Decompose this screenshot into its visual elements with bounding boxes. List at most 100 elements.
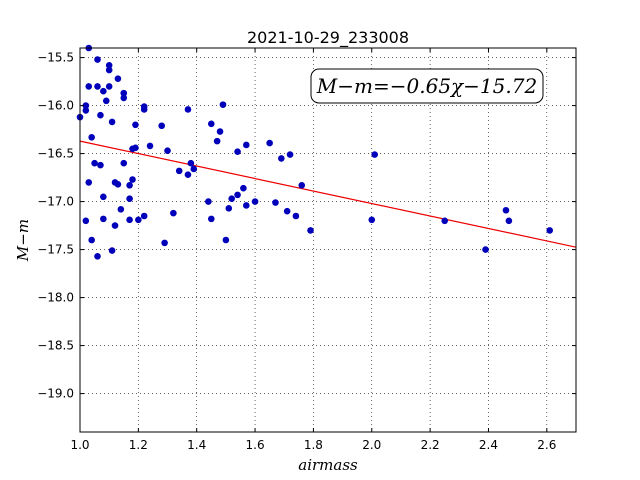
x-tick-label: 1.2: [129, 438, 148, 452]
data-point: [243, 141, 250, 149]
data-point: [234, 148, 241, 155]
x-tick-label: 2.2: [421, 438, 440, 452]
x-tick-label: 1.0: [70, 438, 89, 452]
data-point: [132, 144, 139, 152]
data-point: [100, 193, 107, 201]
data-point: [132, 121, 139, 129]
data-point: [94, 83, 101, 90]
data-point: [82, 217, 90, 225]
data-point: [187, 159, 195, 167]
data-point: [505, 217, 513, 225]
data-point: [140, 106, 148, 113]
data-point: [97, 161, 104, 169]
y-tick-label: −18.5: [37, 339, 74, 353]
data-point: [482, 246, 489, 253]
data-point: [441, 217, 449, 225]
fit-line: [79, 140, 577, 248]
data-point: [105, 66, 113, 74]
x-tick-label: 2.6: [537, 438, 556, 452]
data-point: [371, 151, 378, 158]
data-point: [94, 253, 101, 260]
data-point: [234, 191, 241, 199]
data-point: [161, 239, 168, 247]
data-point: [82, 107, 90, 114]
y-tick-label: −17.5: [37, 243, 74, 257]
data-point: [184, 106, 192, 113]
data-point: [82, 102, 90, 109]
data-point: [278, 155, 285, 162]
data-point: [85, 179, 93, 186]
data-point: [97, 111, 104, 119]
x-tick-label: 2.4: [479, 438, 498, 452]
data-point: [105, 83, 113, 90]
y-tick-label: −18.0: [37, 291, 74, 305]
y-axis-label: M−m: [14, 219, 32, 262]
data-point: [105, 61, 113, 69]
data-point: [126, 181, 133, 189]
data-point: [164, 147, 171, 155]
plot-frame: [79, 47, 577, 433]
data-point: [120, 159, 128, 167]
data-point: [368, 216, 376, 224]
data-point: [170, 209, 177, 217]
x-tick-label: 1.6: [246, 438, 265, 452]
data-point: [117, 205, 125, 213]
data-point: [129, 176, 136, 183]
grid-lines: [79, 48, 576, 432]
y-tick-labels: −15.5 −16.0 −16.5 −17.0 −17.5 −18.0 −18.5 −19.0: [37, 51, 74, 401]
data-point: [207, 215, 215, 223]
x-tick-label: 1.8: [304, 438, 323, 452]
x-tick-label: 1.4: [187, 438, 206, 452]
data-point: [205, 198, 212, 205]
y-tick-label: −16.5: [37, 147, 74, 161]
data-point: [140, 212, 148, 220]
fit-line-layer: [79, 140, 577, 248]
data-point: [228, 195, 236, 203]
plot-area: [80, 48, 576, 432]
data-point: [108, 118, 116, 126]
y-tick-label: −16.0: [37, 99, 74, 113]
data-point: [108, 247, 116, 254]
data-point: [307, 227, 314, 234]
data-point: [546, 227, 554, 234]
data-point: [146, 142, 154, 150]
data-point: [240, 184, 247, 192]
data-point: [219, 101, 227, 108]
data-point: [286, 151, 294, 158]
data-point: [91, 159, 98, 167]
data-point: [114, 75, 122, 83]
data-point: [111, 222, 119, 229]
data-point: [283, 207, 291, 215]
fit-equation-box: [310, 68, 544, 104]
data-point: [88, 133, 95, 141]
data-point: [114, 181, 122, 188]
data-point: [135, 216, 142, 224]
data-point: [225, 205, 233, 212]
x-tick-label: 2.0: [362, 438, 381, 452]
data-point: [298, 181, 306, 189]
data-point: [94, 56, 101, 63]
data-point: [222, 236, 230, 244]
x-tick-labels: 1.0 1.2 1.4 1.6 1.8 2.0 2.2 2.4 2.6: [70, 438, 556, 452]
data-point: [88, 236, 95, 244]
data-points: [76, 44, 554, 260]
data-point: [126, 195, 133, 203]
y-tick-label: −15.5: [37, 51, 74, 65]
data-point: [502, 206, 510, 214]
data-point: [85, 83, 93, 90]
y-tick-label: −19.0: [37, 387, 74, 401]
data-point: [100, 215, 107, 223]
data-point: [120, 94, 128, 102]
data-point: [100, 87, 107, 95]
data-point: [266, 139, 273, 147]
axis-ticks: [79, 48, 576, 432]
data-point: [216, 128, 224, 135]
y-tick-label: −17.0: [37, 195, 74, 209]
data-point: [213, 137, 221, 145]
data-point: [175, 167, 183, 175]
fit-equation: M−m=−0.65χ−15.72: [316, 74, 537, 98]
data-point: [251, 198, 259, 205]
data-point: [102, 97, 110, 105]
data-point: [272, 199, 279, 206]
